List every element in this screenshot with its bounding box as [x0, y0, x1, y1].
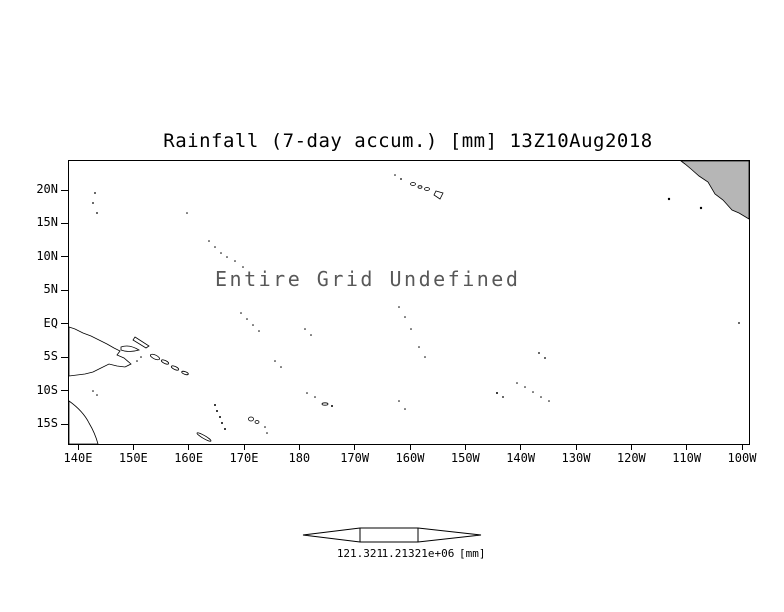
lat-tick — [61, 222, 68, 224]
lon-tick — [520, 444, 522, 450]
small-islands — [92, 174, 740, 434]
lat-tick — [61, 289, 68, 291]
lat-tick-label: 5S — [43, 349, 58, 364]
lon-tick — [464, 444, 466, 450]
lon-tick-label: 150W — [450, 451, 480, 465]
lon-tick — [686, 444, 688, 450]
coastline-map — [69, 161, 749, 444]
land-fiji — [248, 416, 254, 422]
lat-tick-label: 20N — [36, 182, 58, 196]
colorbar-label-min: 121.321 — [336, 547, 384, 560]
land-new-caledonia — [196, 432, 212, 442]
lon-tick-label: 180 — [288, 451, 311, 465]
lon-tick — [77, 444, 79, 450]
lon-tick-label: 160W — [395, 451, 425, 465]
lat-tick — [61, 390, 68, 392]
lat-tick — [61, 423, 68, 425]
lat-tick — [61, 256, 68, 258]
lon-tick-label: 120W — [616, 451, 646, 465]
lon-tick — [630, 444, 632, 450]
colorbar — [302, 527, 482, 543]
land-new-guinea — [69, 326, 132, 377]
lon-tick — [188, 444, 190, 450]
lat-tick — [61, 323, 68, 325]
land-new-britain — [120, 345, 140, 352]
lon-tick — [243, 444, 245, 450]
lon-tick — [741, 444, 743, 450]
lat-tick-label: 5N — [43, 282, 58, 297]
lon-tick-label: 170E — [229, 451, 259, 465]
lon-tick-label: 130W — [561, 451, 591, 465]
colorbar-shape — [302, 527, 482, 543]
lon-tick-label: 140W — [506, 451, 536, 465]
lon-tick — [354, 444, 356, 450]
land-new-ireland — [132, 336, 150, 349]
lon-tick — [298, 444, 300, 450]
lon-tick-label: 110W — [672, 451, 702, 465]
lat-tick-label: EQ — [43, 315, 58, 330]
lon-tick-label: 160E — [174, 451, 204, 465]
lon-tick — [409, 444, 411, 450]
lat-tick-label: 15N — [36, 215, 58, 230]
plot-title: Rainfall (7-day accum.) [mm] 13Z10Aug201… — [163, 130, 653, 152]
land-north-america — [680, 161, 749, 220]
lon-tick-label: 100W — [727, 451, 757, 465]
land-bougainville — [149, 353, 161, 361]
lon-tick-label: 150E — [118, 451, 148, 465]
lon-tick-label: 140E — [63, 451, 93, 465]
land-samoa — [321, 402, 329, 406]
lon-tick — [132, 444, 134, 450]
lon-tick-label: 170W — [340, 451, 370, 465]
land-australia — [69, 400, 99, 444]
colorbar-units: [mm] — [459, 547, 486, 560]
lat-tick — [61, 356, 68, 358]
lon-tick — [575, 444, 577, 450]
land-hawaii — [410, 182, 416, 186]
map-plot-area: Entire Grid Undefined — [68, 160, 750, 445]
lat-tick — [61, 189, 68, 191]
lat-tick-label: 10N — [36, 248, 58, 263]
undefined-grid-annotation: Entire Grid Undefined — [215, 267, 521, 291]
lat-tick-label: 15S — [36, 416, 58, 430]
colorbar-label-max: 1.21321e+06 — [381, 547, 455, 560]
lat-tick-label: 10S — [36, 382, 58, 397]
